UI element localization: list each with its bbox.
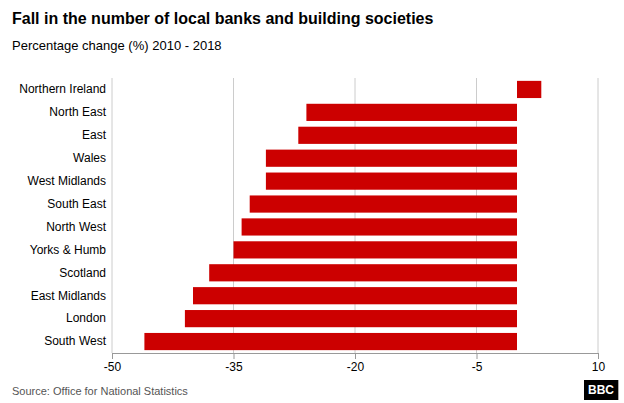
tick-mark <box>112 353 113 359</box>
bar <box>185 310 517 327</box>
plot-area: -50 -35 -20 -5 10 South West London East Midlan… <box>19 78 605 374</box>
tick: Scotland <box>59 266 106 280</box>
tick-label: Scotland <box>59 266 106 280</box>
tick-mark <box>598 353 599 359</box>
grid-line <box>598 78 599 353</box>
value-axis: -50 -35 -20 -5 10 <box>104 353 606 374</box>
tick-label: Yorks & Humb <box>30 243 107 257</box>
bar <box>234 241 518 258</box>
tick-label: Wales <box>73 151 106 165</box>
tick-label: South West <box>44 334 106 348</box>
tick-label: East Midlands <box>31 289 106 303</box>
bar <box>306 104 517 121</box>
tick: -20 <box>347 353 365 374</box>
tick: West Midlands <box>28 174 106 188</box>
subtitle: Percentage change (%) 2010 - 2018 <box>12 38 222 53</box>
bar <box>266 173 517 190</box>
bar <box>250 195 517 212</box>
tick-label: South East <box>47 197 106 211</box>
chart-container: -50 -35 -20 -5 10 South West London East Midlan… <box>0 0 624 403</box>
tick: Yorks & Humb <box>30 243 107 257</box>
logo-box <box>584 380 618 400</box>
tick-label: North East <box>49 105 106 119</box>
bar <box>266 150 517 167</box>
bar <box>193 287 517 304</box>
logo: BBC <box>584 380 618 400</box>
tick-label: Northern Ireland <box>19 82 106 96</box>
bar <box>242 218 517 235</box>
chart: -50 -35 -20 -5 10 South West London East Midlan… <box>0 0 624 403</box>
tick-mark <box>477 353 478 359</box>
bars <box>144 81 541 350</box>
tick: -5 <box>472 353 483 374</box>
tick-mark <box>355 353 356 359</box>
tick-label: -20 <box>347 360 365 374</box>
grid <box>112 78 598 353</box>
bar <box>209 264 517 281</box>
tick: Wales <box>73 151 106 165</box>
tick: Northern Ireland <box>19 82 106 96</box>
tick-label: -35 <box>225 360 243 374</box>
tick-label: West Midlands <box>28 174 106 188</box>
category-axis: South West London East Midlands Scotland Yor… <box>19 82 106 348</box>
tick: North West <box>46 220 106 234</box>
tick-label: London <box>66 311 106 325</box>
tick: South East <box>47 197 106 211</box>
tick: 10 <box>592 353 606 374</box>
tick: North East <box>49 105 106 119</box>
tick: London <box>66 311 106 325</box>
tick-label: -50 <box>104 360 122 374</box>
title: Fall in the number of local banks and bu… <box>12 10 434 27</box>
grid-line <box>112 78 113 353</box>
bar <box>144 333 517 350</box>
tick: -35 <box>225 353 243 374</box>
bar <box>517 81 541 98</box>
bar <box>298 127 517 144</box>
logo-text: BBC <box>588 383 614 397</box>
tick-label: -5 <box>472 360 483 374</box>
tick: South West <box>44 334 106 348</box>
tick: -50 <box>104 353 122 374</box>
tick-label: 10 <box>592 360 606 374</box>
source: Source: Office for National Statistics <box>12 385 188 397</box>
tick-mark <box>234 353 235 359</box>
tick-label: North West <box>46 220 106 234</box>
tick-label: East <box>82 128 107 142</box>
tick: East <box>82 128 107 142</box>
tick: East Midlands <box>31 289 106 303</box>
